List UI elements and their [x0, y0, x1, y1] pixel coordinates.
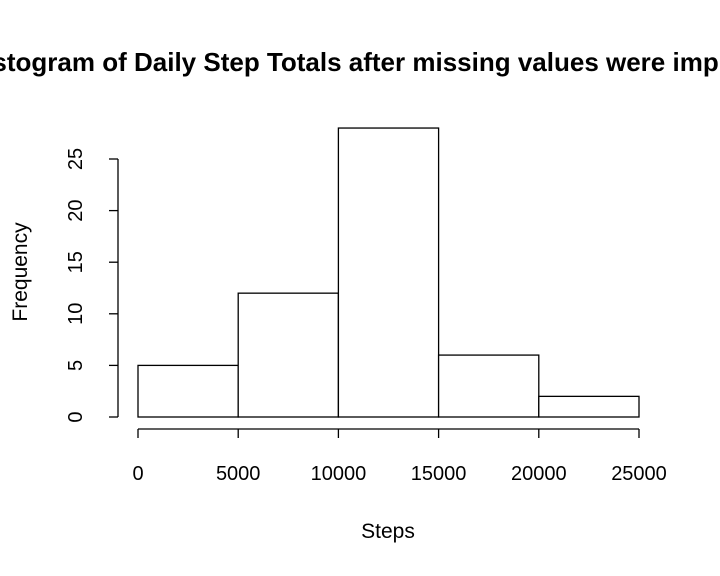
chart-title: Histogram of Daily Step Totals after mis… — [0, 47, 720, 77]
y-tick-label: 25 — [65, 148, 87, 170]
y-tick-label: 10 — [65, 303, 87, 325]
x-axis-label: Steps — [361, 520, 415, 543]
y-tick-label: 0 — [65, 411, 87, 422]
histogram-bar — [237, 292, 340, 418]
bars-group — [137, 127, 640, 418]
y-axis: 0 5 10 15 20 25 — [65, 148, 119, 423]
y-tick-label: 20 — [65, 199, 87, 221]
histogram-bar — [137, 364, 239, 418]
x-tick-label: 5000 — [216, 463, 261, 485]
x-tick-label: 20000 — [511, 463, 567, 485]
x-axis: 0 5000 10000 15000 20000 25000 — [132, 428, 667, 485]
histogram-bar — [538, 395, 640, 418]
histogram-bar — [437, 354, 540, 418]
histogram-bar — [337, 127, 440, 418]
x-tick-label: 25000 — [611, 463, 667, 485]
y-tick-label: 5 — [65, 360, 87, 371]
x-tick-label: 0 — [132, 463, 143, 485]
x-tick-label: 15000 — [411, 463, 467, 485]
y-axis-label: Frequency — [9, 222, 32, 322]
x-tick-label: 10000 — [311, 463, 367, 485]
y-tick-label: 15 — [65, 251, 87, 273]
